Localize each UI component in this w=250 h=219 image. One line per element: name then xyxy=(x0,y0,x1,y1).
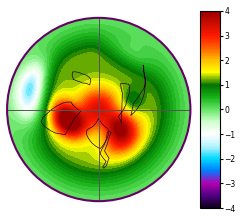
Point xyxy=(97,108,101,111)
Point xyxy=(97,108,101,111)
Point xyxy=(97,108,101,111)
Point xyxy=(97,108,101,111)
Point xyxy=(97,108,101,111)
Point xyxy=(97,108,101,111)
Point xyxy=(97,108,101,111)
Point xyxy=(97,108,101,111)
Point xyxy=(97,108,101,111)
Point xyxy=(97,108,101,111)
Point xyxy=(97,108,101,111)
Point xyxy=(97,108,101,111)
Point xyxy=(97,108,101,111)
Point xyxy=(97,108,101,111)
Point xyxy=(97,108,101,111)
Point xyxy=(97,108,101,111)
Point xyxy=(97,108,101,111)
Point xyxy=(97,108,101,111)
Point xyxy=(97,108,101,111)
Point xyxy=(97,108,101,111)
Point xyxy=(97,108,101,111)
Point xyxy=(97,108,101,111)
Point xyxy=(97,108,101,111)
Point xyxy=(97,108,101,111)
Point xyxy=(97,108,101,111)
Point xyxy=(97,108,101,111)
Point xyxy=(97,108,101,111)
Point xyxy=(97,108,101,111)
Point xyxy=(97,108,101,111)
Point xyxy=(97,108,101,111)
Point xyxy=(97,108,101,111)
Point xyxy=(97,108,101,111)
Point xyxy=(97,108,101,111)
Point xyxy=(97,108,101,111)
Point xyxy=(97,108,101,111)
Point xyxy=(97,108,101,111)
Point xyxy=(97,108,101,111)
Point xyxy=(97,108,101,111)
Point xyxy=(97,108,101,111)
Point xyxy=(97,108,101,111)
Point xyxy=(97,108,101,111)
Point xyxy=(97,108,101,111)
Point xyxy=(97,108,101,111)
Point xyxy=(97,108,101,111)
Point xyxy=(97,108,101,111)
Point xyxy=(97,108,101,111)
Point xyxy=(97,108,101,111)
Point xyxy=(97,108,101,111)
Point xyxy=(97,108,101,111)
Point xyxy=(97,108,101,111)
Point xyxy=(97,108,101,111)
Point xyxy=(97,108,101,111)
Point xyxy=(97,108,101,111)
Point xyxy=(97,108,101,111)
Point xyxy=(97,108,101,111)
Point xyxy=(97,108,101,111)
Point xyxy=(97,108,101,111)
Point xyxy=(97,108,101,111)
Point xyxy=(97,108,101,111)
Point xyxy=(97,108,101,111)
Point xyxy=(97,108,101,111)
Point xyxy=(97,108,101,111)
Point xyxy=(97,108,101,111)
Point xyxy=(97,108,101,111)
Point xyxy=(97,108,101,111)
Point xyxy=(97,108,101,111)
